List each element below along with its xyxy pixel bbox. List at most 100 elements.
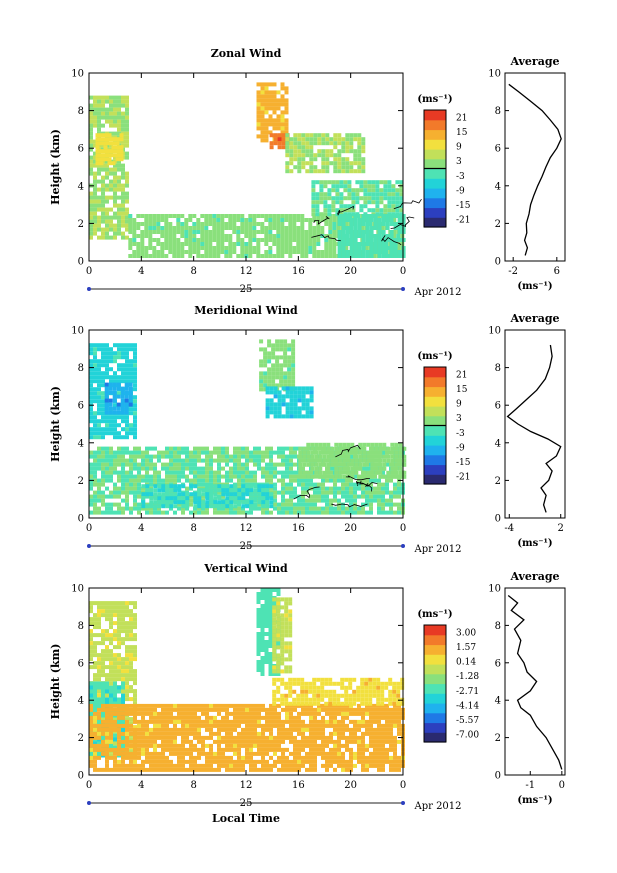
y-tick-label: 4: [78, 696, 84, 707]
heatmap-cells: [89, 82, 406, 258]
y-tick-label: 0: [78, 514, 84, 525]
contour-line: [390, 216, 415, 229]
average-frame: [504, 329, 566, 519]
colorbar-swatch: [424, 673, 446, 685]
colorbar-tick-label: 15: [456, 128, 468, 138]
colorbar-swatch: [424, 197, 446, 209]
colorbar-swatch: [424, 168, 446, 179]
colorbar-tick-label: -7.00: [456, 731, 479, 741]
average-y-tick-label: 6: [495, 658, 501, 669]
colorbar-unit: (ms⁻¹): [417, 351, 452, 362]
date-label: Apr 2012: [413, 801, 461, 812]
average-x-tick-label: 6: [554, 266, 560, 277]
average-y-tick-label: 4: [495, 438, 501, 449]
average-y-tick-label: 10: [488, 584, 501, 595]
x-tick-label: 16: [292, 523, 305, 534]
average-profile-line: [506, 344, 562, 513]
colorbar-swatch: [424, 139, 446, 150]
colorbar-tick-label: -15: [456, 458, 471, 468]
colorbar-unit: (ms⁻¹): [417, 609, 452, 620]
colorbar-swatch: [424, 445, 446, 456]
average-profile-line: [508, 83, 562, 256]
average-x-tick-label: -2: [508, 266, 518, 277]
average-x-tick-label: -4: [504, 523, 514, 534]
heatmap-region: [272, 677, 405, 706]
contour-line: [355, 480, 378, 487]
colorbar-tick-label: -1.28: [456, 672, 479, 682]
average-frame: [504, 587, 566, 776]
heatmap-region: [311, 180, 404, 217]
average-title: Average: [509, 570, 559, 583]
y-tick-label: 2: [78, 219, 84, 230]
colorbar-tick-label: -15: [456, 201, 471, 211]
average-y-tick-label: 4: [495, 181, 501, 192]
colorbar-swatch: [424, 435, 446, 446]
day-bar-end: [401, 801, 405, 805]
contour-line: [313, 216, 330, 225]
colorbar-swatch: [424, 683, 446, 694]
average-frame: [504, 72, 566, 262]
heatmap-region: [337, 214, 406, 258]
y-axis-label: Height (km): [49, 386, 62, 462]
colorbar-tick-label: 9: [456, 143, 462, 153]
contour-line: [393, 198, 422, 210]
y-tick-label: 2: [78, 476, 84, 487]
colorbar-swatch: [424, 129, 446, 140]
colorbar-tick-label: -9: [456, 186, 465, 196]
colorbar-unit: (ms⁻¹): [417, 94, 452, 105]
colorbar-swatch: [424, 178, 446, 189]
average-y-tick-label: 10: [488, 326, 501, 337]
colorbar-tick-label: 15: [456, 385, 468, 395]
day-bar-start: [87, 801, 91, 805]
x-tick-label: 8: [190, 523, 196, 534]
contour-line: [359, 480, 373, 492]
contour-lines: [293, 444, 378, 508]
average-title: Average: [509, 312, 559, 325]
colorbar-swatch: [424, 149, 446, 160]
y-axis-label: Height (km): [49, 129, 62, 205]
plot-title: Vertical Wind: [203, 562, 288, 575]
contour-lines: [311, 198, 422, 246]
colorbar-swatch: [424, 664, 446, 675]
x-tick-label: 12: [240, 266, 253, 277]
x-tick-label: 0: [86, 780, 92, 791]
colorbar-swatch: [424, 722, 446, 733]
average-y-tick-label: 2: [495, 476, 501, 487]
y-tick-label: 10: [71, 326, 84, 337]
colorbar-tick-label: 3: [456, 414, 462, 424]
heatmap-region: [269, 133, 290, 150]
day-label: 25: [240, 284, 253, 295]
x-tick-label: 0: [400, 780, 406, 791]
colorbar-tick-label: -4.14: [456, 701, 479, 711]
x-tick-label: 20: [344, 780, 357, 791]
x-tick-label: 4: [138, 523, 144, 534]
average-y-tick-label: 0: [495, 514, 501, 525]
contour-line: [345, 475, 370, 481]
colorbar-tick-label: 3.00: [456, 628, 476, 638]
y-tick-label: 0: [78, 771, 84, 782]
contour-line: [311, 234, 341, 242]
average-title: Average: [509, 55, 559, 68]
x-tick-label: 0: [400, 523, 406, 534]
x-tick-label: 20: [344, 523, 357, 534]
plot-title: Zonal Wind: [211, 47, 282, 60]
colorbar-swatch: [424, 634, 446, 646]
average-x-tick-label: 2: [558, 523, 564, 534]
colorbar-swatch: [424, 454, 446, 466]
colorbar-swatch: [424, 464, 446, 475]
average-profile-line: [507, 594, 563, 770]
average-y-tick-label: 8: [495, 621, 501, 632]
heatmap-region: [298, 442, 407, 479]
colorbar-swatch: [424, 703, 446, 714]
x-tick-label: 0: [86, 523, 92, 534]
day-bar-end: [401, 287, 405, 291]
y-tick-label: 6: [78, 144, 84, 155]
y-tick-label: 4: [78, 181, 84, 192]
colorbar-swatch: [424, 732, 446, 743]
colorbar-tick-label: 21: [456, 113, 467, 123]
x-tick-label: 20: [344, 266, 357, 277]
heatmap-cells: [89, 339, 407, 515]
